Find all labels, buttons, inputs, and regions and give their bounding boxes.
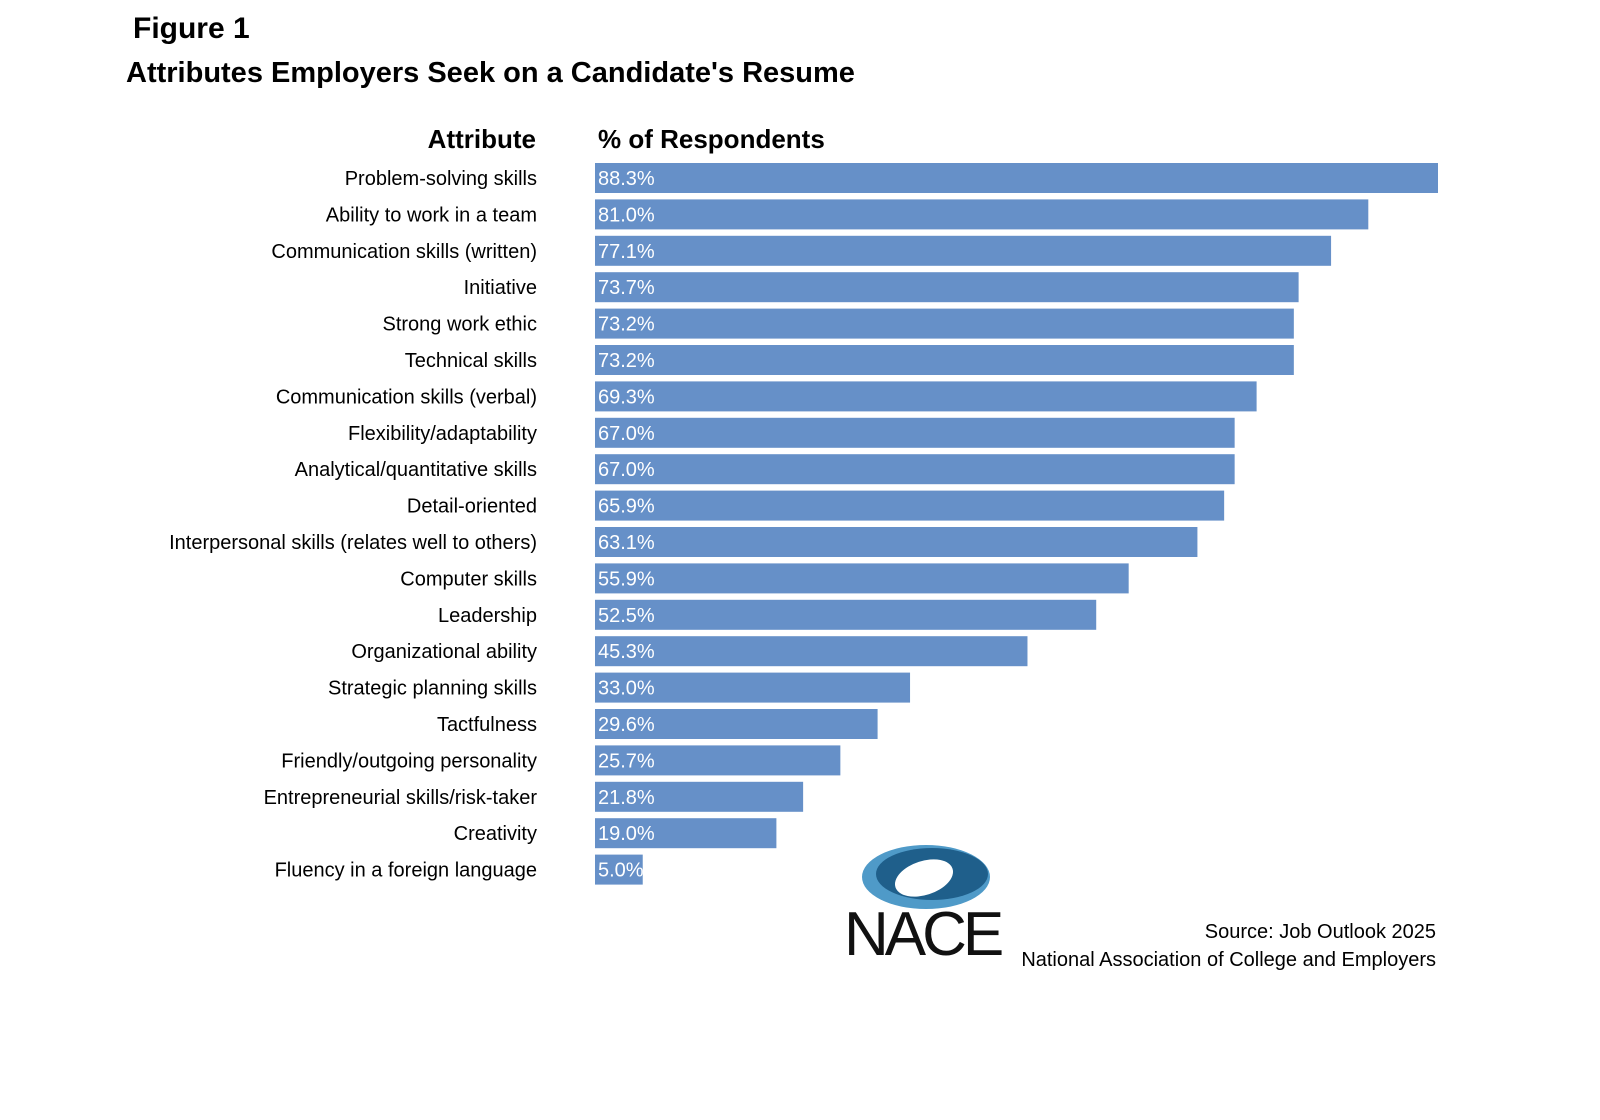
category-label-1: Problem-solving skills [345, 168, 537, 190]
value-label-6: 73.2% [598, 350, 655, 372]
category-label-5: Strong work ethic [382, 314, 537, 336]
category-label-7: Communication skills (verbal) [276, 386, 537, 408]
value-label-11: 63.1% [598, 532, 655, 554]
category-label-12: Computer skills [400, 568, 537, 590]
category-label-11: Interpersonal skills (relates well to ot… [169, 532, 537, 554]
value-label-12: 55.9% [598, 568, 655, 590]
nace-logo-text: NACE [844, 900, 1004, 969]
bar-2 [595, 199, 1369, 230]
category-label-14: Organizational ability [351, 641, 537, 663]
figure-label: Figure 1 [133, 12, 250, 45]
category-label-2: Ability to work in a team [326, 204, 537, 226]
category-label-18: Entrepreneurial skills/risk-taker [264, 787, 538, 809]
bar-8 [595, 417, 1235, 448]
category-label-9: Analytical/quantitative skills [295, 459, 537, 481]
category-label-6: Technical skills [405, 350, 537, 372]
bar-7 [595, 381, 1257, 412]
value-label-13: 52.5% [598, 605, 655, 627]
value-label-19: 19.0% [598, 823, 655, 845]
bar-10 [595, 490, 1225, 521]
bar-6 [595, 345, 1294, 375]
category-label-15: Strategic planning skills [328, 678, 537, 700]
bar-1 [595, 163, 1438, 193]
category-label-3: Communication skills (written) [271, 241, 537, 263]
value-label-1: 88.3% [598, 168, 655, 190]
nace-swoosh-icon [862, 845, 990, 909]
source-note: Source: Job Outlook 2025 National Associ… [1021, 918, 1436, 974]
value-label-8: 67.0% [598, 423, 655, 445]
category-label-8: Flexibility/adaptability [348, 423, 537, 445]
source-line-1: Source: Job Outlook 2025 [1204, 921, 1436, 943]
value-label-4: 73.7% [598, 277, 655, 299]
category-label-4: Initiative [464, 277, 537, 299]
value-label-18: 21.8% [598, 787, 655, 809]
attribute-column-header: Attribute [427, 124, 536, 154]
nace-logo [842, 842, 1010, 972]
value-label-5: 73.2% [598, 314, 655, 336]
category-label-19: Creativity [454, 823, 537, 845]
value-label-17: 25.7% [598, 750, 655, 772]
chart-title: Attributes Employers Seek on a Candidate… [126, 57, 855, 89]
percent-column-header: % of Respondents [598, 124, 825, 154]
bar-18 [595, 781, 804, 812]
value-label-15: 33.0% [598, 678, 655, 700]
bar-13 [595, 599, 1097, 630]
bar-20 [595, 854, 643, 885]
value-label-20: 5.0% [598, 860, 644, 882]
category-label-17: Friendly/outgoing personality [281, 750, 537, 772]
bar-14 [595, 636, 1028, 667]
category-label-16: Tactfulness [437, 714, 537, 736]
bar-4 [595, 272, 1299, 303]
bar-15 [595, 672, 911, 703]
value-label-2: 81.0% [598, 204, 655, 226]
bar-12 [595, 563, 1129, 594]
category-label-13: Leadership [438, 605, 537, 627]
category-label-10: Detail-oriented [407, 496, 537, 518]
bar-11 [595, 527, 1198, 557]
value-label-14: 45.3% [598, 641, 655, 663]
bar-17 [595, 745, 841, 776]
bar-19 [595, 818, 777, 849]
value-label-3: 77.1% [598, 241, 655, 263]
source-line-2: National Association of College and Empl… [1021, 949, 1436, 971]
bar-3 [595, 235, 1332, 266]
value-label-16: 29.6% [598, 714, 655, 736]
value-label-9: 67.0% [598, 459, 655, 481]
category-label-20: Fluency in a foreign language [275, 860, 537, 882]
value-label-7: 69.3% [598, 386, 655, 408]
value-label-10: 65.9% [598, 496, 655, 518]
bar-16 [595, 709, 878, 739]
bar-chart: Problem-solving skills 88.3% Ability to wo… [169, 163, 1438, 885]
bar-9 [595, 454, 1235, 485]
bar-5 [595, 308, 1294, 339]
